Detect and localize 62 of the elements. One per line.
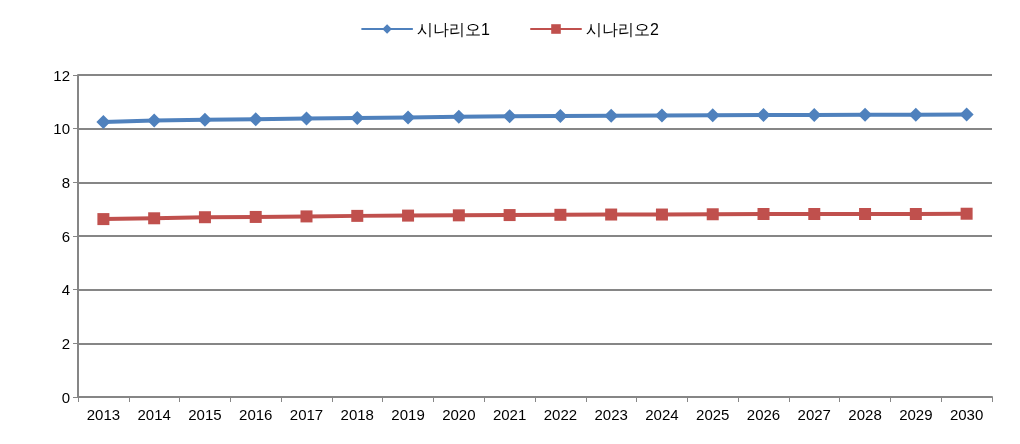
y-tick-label: 12 (53, 66, 70, 84)
x-tick-label: 2018 (340, 406, 374, 423)
point (858, 107, 873, 122)
y-tick-label: 8 (61, 173, 70, 191)
point (654, 108, 669, 123)
point (859, 208, 872, 220)
x-tick-label: 2024 (645, 406, 679, 423)
point (451, 109, 466, 124)
point (655, 208, 668, 221)
point (351, 209, 364, 222)
point (908, 107, 923, 122)
x-tick-label: 2019 (391, 406, 425, 423)
point (248, 112, 263, 127)
point (300, 210, 313, 223)
y-tick-label: 2 (61, 334, 70, 352)
legend-label: 시나리오2 (586, 20, 659, 38)
point (147, 113, 162, 128)
point (605, 208, 618, 221)
point (503, 209, 516, 222)
point (909, 208, 922, 220)
x-tick-label: 2020 (442, 406, 476, 423)
point (249, 210, 262, 223)
point (706, 208, 719, 221)
point (959, 107, 974, 122)
x-tick-label: 2017 (289, 406, 324, 423)
y-tick-label: 10 (53, 120, 70, 138)
point (198, 211, 211, 224)
point (148, 212, 161, 225)
y-tick-label: 6 (61, 227, 70, 245)
point (553, 109, 568, 124)
x-tick-label: 2027 (797, 406, 831, 423)
point (808, 208, 821, 220)
point (757, 208, 770, 220)
point (350, 110, 365, 125)
x-tick-label: 2015 (188, 406, 222, 423)
point (502, 109, 517, 124)
y-tick-label: 0 (61, 388, 70, 406)
x-tick-label: 2029 (899, 406, 933, 423)
x-tick-label: 2013 (86, 406, 121, 423)
point (756, 107, 771, 122)
point (96, 114, 111, 129)
point (705, 108, 720, 123)
legend-label: 시나리오1 (417, 20, 491, 38)
x-tick-label: 2021 (492, 406, 527, 423)
point (960, 207, 973, 220)
point (401, 110, 416, 125)
point (604, 108, 619, 123)
x-tick-label: 2022 (543, 406, 578, 423)
x-tick-label: 2016 (239, 406, 273, 423)
x-tick-label: 2014 (137, 406, 171, 423)
x-tick-label: 2025 (696, 406, 730, 423)
point (197, 112, 212, 127)
point (97, 213, 110, 226)
point (452, 209, 465, 222)
x-tick-label: 2030 (949, 406, 984, 423)
x-tick-label: 2026 (746, 406, 781, 423)
x-tick-label: 2028 (848, 406, 882, 423)
point (402, 209, 415, 222)
x-tick-label: 2023 (594, 406, 628, 423)
point (299, 111, 314, 126)
point (554, 208, 567, 221)
y-tick-label: 4 (61, 281, 70, 299)
